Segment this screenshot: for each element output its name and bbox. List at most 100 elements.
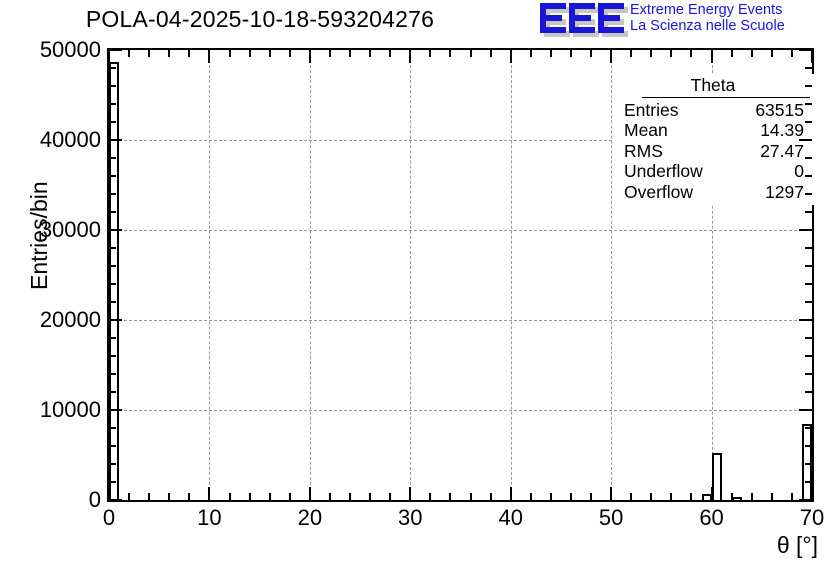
y-axis-tick <box>109 391 116 393</box>
stats-row-value: 14.39 <box>760 120 804 140</box>
y-axis-tick <box>805 103 812 105</box>
eee-logo-icon <box>540 3 628 37</box>
x-axis-tick <box>409 50 412 63</box>
x-axis-tick <box>268 50 271 57</box>
histogram-bar <box>701 493 712 500</box>
x-axis-tick <box>690 50 693 57</box>
stats-row-key: RMS <box>624 140 663 161</box>
stats-row-value: 0 <box>794 161 804 181</box>
y-axis-label: 30000 <box>39 217 101 242</box>
x-axis-tick <box>248 493 251 500</box>
x-axis-tick <box>670 493 673 500</box>
y-axis-tick <box>805 193 812 195</box>
x-axis-tick <box>308 50 311 63</box>
x-axis-label: 10 <box>197 505 222 530</box>
gridline-horizontal <box>109 410 812 411</box>
y-axis-tick <box>109 337 116 339</box>
x-axis-tick <box>750 493 753 500</box>
x-axis-label: 40 <box>498 505 523 530</box>
x-axis-tick <box>148 493 151 500</box>
y-axis-label: 0 <box>88 487 101 512</box>
y-axis-tick <box>109 247 116 249</box>
y-axis-tick <box>799 49 812 51</box>
y-axis-tick <box>109 265 116 267</box>
x-axis-label: 70 <box>799 505 825 530</box>
y-axis-label: 10000 <box>39 397 101 422</box>
x-axis-tick <box>730 50 733 57</box>
y-axis-tick <box>109 319 122 321</box>
x-axis-tick <box>650 493 653 500</box>
x-axis-tick <box>610 50 613 63</box>
histogram-bar <box>801 424 812 500</box>
x-axis-tick <box>268 493 271 500</box>
y-axis-tick <box>805 67 812 69</box>
stats-rule <box>642 96 810 98</box>
x-axis-tick <box>529 493 532 500</box>
gridline-vertical <box>611 50 613 500</box>
y-axis-tick <box>109 463 116 465</box>
x-axis-tick <box>288 493 291 500</box>
x-axis-tick <box>469 493 472 500</box>
y-axis-tick <box>799 139 812 141</box>
x-axis-tick <box>509 50 512 63</box>
stats-row: Overflow 1297 <box>612 182 814 203</box>
gridline-vertical <box>309 50 311 500</box>
y-axis-tick <box>109 499 122 501</box>
y-axis-tick <box>109 229 122 231</box>
x-axis-tick <box>328 493 331 500</box>
y-axis-tick <box>109 409 122 411</box>
x-axis-label: 30 <box>398 505 423 530</box>
histogram-bar <box>109 61 120 500</box>
stats-row-value: 1297 <box>765 181 804 202</box>
x-axis-tick <box>228 50 231 57</box>
y-axis-tick <box>805 355 812 357</box>
y-axis-tick <box>109 211 116 213</box>
x-axis-tick <box>349 50 352 57</box>
y-axis-tick <box>805 373 812 375</box>
gridline-horizontal <box>109 140 812 141</box>
eee-logo-text: Extreme Energy Events La Scienza nelle S… <box>630 2 785 34</box>
y-axis-tick <box>805 211 812 213</box>
eee-logo: Extreme Energy Events La Scienza nelle S… <box>540 2 836 37</box>
y-axis-tick <box>805 301 812 303</box>
x-axis-tick <box>389 50 392 57</box>
stats-row-key: Mean <box>624 120 668 140</box>
x-axis-tick <box>790 50 793 57</box>
y-axis-tick <box>805 157 812 159</box>
y-axis-tick <box>805 445 812 447</box>
y-axis-tick <box>805 85 812 87</box>
x-axis-tick <box>549 493 552 500</box>
x-axis-tick <box>690 493 693 500</box>
x-axis-tick <box>790 493 793 500</box>
x-axis-tick <box>248 50 251 57</box>
x-axis-tick <box>188 493 191 500</box>
stats-rows: Entries 63515 Mean 14.39 RMS 27.47 Underflow 0 O… <box>612 100 814 203</box>
x-axis-tick <box>168 50 171 57</box>
x-axis-tick <box>811 487 813 500</box>
y-axis-tick <box>109 373 116 375</box>
page-title: POLA-04-2025-10-18-593204276 <box>85 6 435 32</box>
x-axis-title: θ [°] <box>776 532 818 558</box>
stats-row-key: Overflow <box>624 181 694 202</box>
x-axis-tick <box>630 50 633 57</box>
x-axis-label: 60 <box>699 505 724 530</box>
x-axis-tick <box>369 50 372 57</box>
x-axis-tick <box>108 487 110 500</box>
y-axis-tick <box>805 427 812 429</box>
y-axis-tick <box>109 193 116 195</box>
x-axis-tick <box>630 493 633 500</box>
x-axis-tick <box>670 50 673 57</box>
gridline-vertical <box>209 50 211 500</box>
x-axis-tick <box>228 493 231 500</box>
y-axis-tick <box>109 157 116 159</box>
y-axis-tick <box>805 463 812 465</box>
x-axis-tick <box>429 493 432 500</box>
x-axis-tick <box>750 50 753 57</box>
x-axis-tick <box>389 493 392 500</box>
y-axis-tick <box>799 229 812 231</box>
y-axis-tick <box>109 445 116 447</box>
y-axis-tick <box>109 67 116 69</box>
y-axis-tick <box>109 355 116 357</box>
x-axis-tick <box>148 50 151 57</box>
